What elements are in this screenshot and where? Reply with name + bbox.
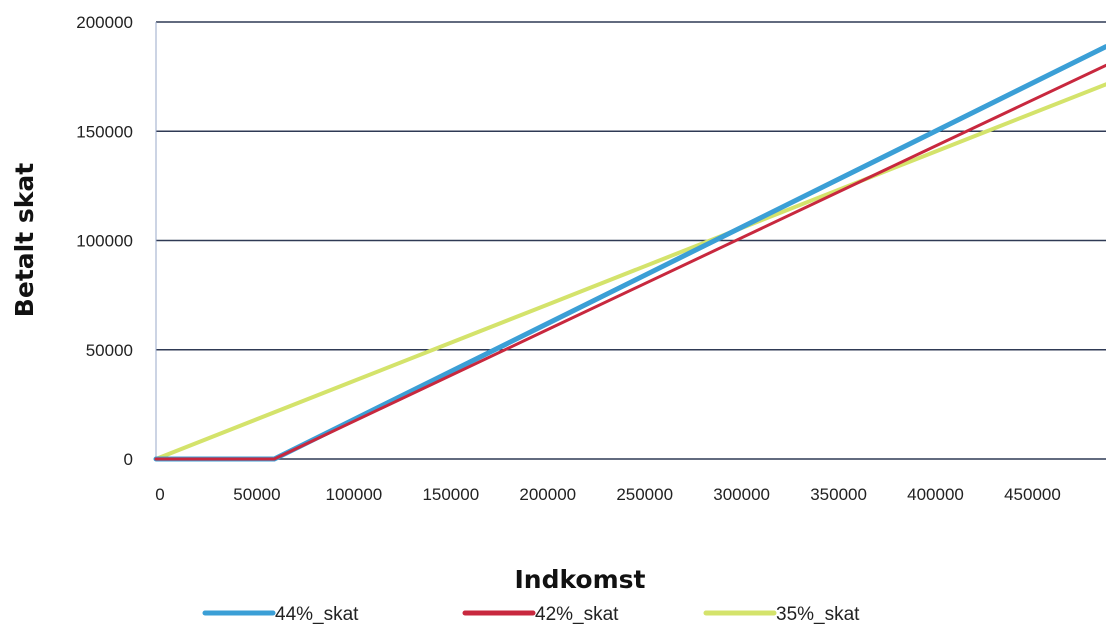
y-tick-label: 150000 bbox=[76, 122, 133, 141]
x-tick-label: 50000 bbox=[233, 485, 280, 504]
legend-label: 44%_skat bbox=[275, 604, 359, 625]
x-axis-ticks: 0 50000 100000 150000 200000 250000 300000 3500… bbox=[155, 485, 1061, 504]
y-axis-ticks: 0 50000 100000 150000 200000 bbox=[76, 13, 133, 469]
y-tick-label: 50000 bbox=[86, 341, 133, 360]
series-line-42%_skat bbox=[154, 63, 1106, 461]
x-tick-label: 100000 bbox=[326, 485, 383, 504]
series-line-35%_skat bbox=[154, 82, 1106, 461]
legend-label: 42%_skat bbox=[535, 604, 619, 625]
legend: 44%_skat 42%_skat 35%_skat bbox=[202, 604, 860, 625]
series-line-44%_skat bbox=[153, 44, 1106, 462]
x-tick-label: 0 bbox=[155, 485, 164, 504]
x-tick-label: 200000 bbox=[519, 485, 576, 504]
x-tick-label: 350000 bbox=[810, 485, 867, 504]
x-axis-title: Indkomst bbox=[514, 565, 645, 594]
x-tick-label: 300000 bbox=[713, 485, 770, 504]
y-tick-label: 100000 bbox=[76, 232, 133, 251]
grid-lines bbox=[156, 21, 1106, 460]
x-tick-label: 150000 bbox=[422, 485, 479, 504]
y-tick-label: 0 bbox=[124, 450, 133, 469]
x-tick-label: 450000 bbox=[1004, 485, 1061, 504]
legend-label: 35%_skat bbox=[776, 604, 860, 625]
y-tick-label: 200000 bbox=[76, 13, 133, 32]
y-axis-title: Betalt skat bbox=[10, 163, 39, 317]
plot-area bbox=[153, 44, 1106, 462]
x-tick-label: 400000 bbox=[907, 485, 964, 504]
x-tick-label: 250000 bbox=[616, 485, 673, 504]
